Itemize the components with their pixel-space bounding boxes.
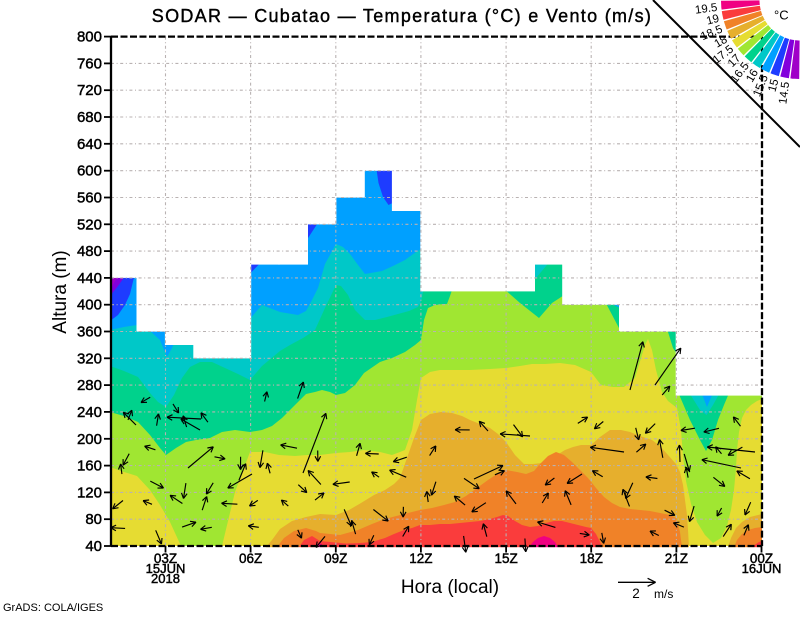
svg-text:09Z: 09Z <box>324 551 347 566</box>
svg-text:16JUN: 16JUN <box>742 561 782 576</box>
svg-text:15Z: 15Z <box>494 551 517 566</box>
svg-text:80: 80 <box>85 511 102 528</box>
svg-text:360: 360 <box>77 324 102 341</box>
svg-text:m/s: m/s <box>654 587 673 601</box>
svg-text:640: 640 <box>77 136 102 153</box>
svg-text:40: 40 <box>85 538 102 555</box>
svg-text:Hora (local): Hora (local) <box>401 577 499 598</box>
svg-text:520: 520 <box>77 216 102 233</box>
svg-text:06Z: 06Z <box>239 551 262 566</box>
svg-text:760: 760 <box>77 55 102 72</box>
svg-text:GrADS: COLA/IGES: GrADS: COLA/IGES <box>3 602 103 614</box>
svg-text:2: 2 <box>632 586 640 601</box>
svg-text:800: 800 <box>77 29 102 46</box>
svg-text:°C: °C <box>774 8 789 23</box>
svg-text:120: 120 <box>77 484 102 501</box>
svg-text:240: 240 <box>77 404 102 421</box>
svg-text:Altura (m): Altura (m) <box>50 250 71 333</box>
svg-text:SODAR — Cubatao — Temperatura: SODAR — Cubatao — Temperatura (°C) e Ven… <box>152 6 652 26</box>
svg-text:480: 480 <box>77 243 102 260</box>
svg-text:320: 320 <box>77 350 102 367</box>
svg-text:12Z: 12Z <box>409 551 432 566</box>
svg-text:18Z: 18Z <box>580 551 603 566</box>
svg-text:2018: 2018 <box>151 571 180 586</box>
svg-text:560: 560 <box>77 190 102 207</box>
svg-text:600: 600 <box>77 163 102 180</box>
svg-text:160: 160 <box>77 458 102 475</box>
svg-text:21Z: 21Z <box>665 551 688 566</box>
svg-text:720: 720 <box>77 82 102 99</box>
svg-text:680: 680 <box>77 109 102 126</box>
svg-text:200: 200 <box>77 431 102 448</box>
svg-text:440: 440 <box>77 270 102 287</box>
svg-text:400: 400 <box>77 297 102 314</box>
svg-text:280: 280 <box>77 377 102 394</box>
